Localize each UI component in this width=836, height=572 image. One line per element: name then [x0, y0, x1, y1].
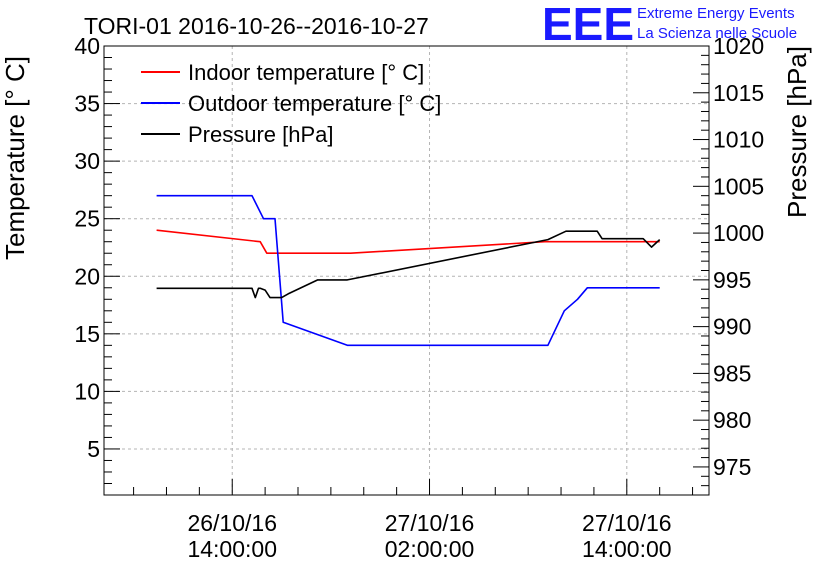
left-tick-label: 20 [74, 263, 100, 289]
left-tick-label: 30 [74, 148, 100, 174]
right-tick-label: 995 [713, 267, 751, 293]
grid [104, 45, 709, 495]
right-tick-label: 1010 [713, 127, 764, 153]
right-tick-label: 1000 [713, 220, 764, 246]
left-tick-label: 10 [74, 378, 100, 404]
right-tick-label: 1015 [713, 80, 764, 106]
outdoor-temperature-line [156, 194, 660, 347]
right-tick-label: 1005 [713, 173, 764, 199]
x-tick-date: 26/10/16 [187, 510, 277, 536]
left-axis-title: Temperature [° C] [0, 56, 30, 260]
logo-line-2: La Scienza nelle Scuole [637, 25, 797, 42]
eee-logo: EEE [542, 0, 634, 50]
indoor-temperature-line [156, 229, 660, 254]
left-tick-label: 25 [74, 206, 100, 232]
chart-title: TORI-01 2016-10-26--2016-10-27 [84, 13, 429, 39]
series-lines [156, 194, 661, 347]
right-tick-label: 1020 [713, 33, 764, 59]
legend-label-indoor: Indoor temperature [° C] [188, 60, 424, 85]
legend-label-outdoor: Outdoor temperature [° C] [188, 91, 441, 116]
left-tick-label: 40 [74, 33, 100, 59]
right-tick-label: 985 [713, 360, 751, 386]
left-tick-label: 15 [74, 321, 100, 347]
legend-label-pressure: Pressure [hPa] [188, 122, 334, 147]
x-tick-time: 14:00:00 [582, 536, 672, 562]
plot-frame [103, 45, 710, 496]
axes: 5101520253035409759809859909951000100510… [74, 33, 764, 562]
left-tick-label: 35 [74, 91, 100, 117]
x-tick-date: 27/10/16 [385, 510, 475, 536]
right-tick-label: 990 [713, 314, 751, 340]
pressure-line [156, 230, 661, 299]
x-tick-time: 14:00:00 [187, 536, 277, 562]
x-tick-date: 27/10/16 [582, 510, 672, 536]
right-axis-title: Pressure [hPa] [782, 46, 812, 218]
legend: Indoor temperature [° C] Outdoor tempera… [141, 60, 441, 147]
right-tick-label: 980 [713, 407, 751, 433]
right-tick-label: 975 [713, 454, 751, 480]
logo-line-1: Extreme Energy Events [637, 5, 795, 22]
x-tick-time: 02:00:00 [385, 536, 475, 562]
left-tick-label: 5 [87, 436, 100, 462]
